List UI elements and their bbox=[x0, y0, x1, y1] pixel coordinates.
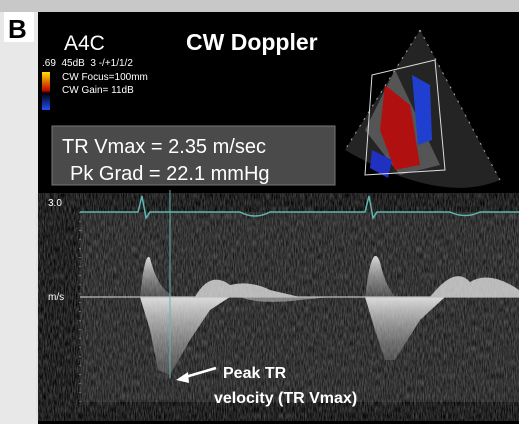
settings-line: CW Focus=100mm bbox=[62, 72, 148, 83]
scale-top: 3.0 bbox=[48, 198, 62, 209]
view-label: A4C bbox=[64, 32, 105, 55]
doppler-spectrum bbox=[80, 212, 519, 402]
ultrasound-figure: B A4C CW Doppler .69 45dB 3 -/+1/1/2 CW … bbox=[0, 0, 519, 424]
scale-unit: m/s bbox=[48, 292, 64, 303]
settings-line: .69 45dB 3 -/+1/1/2 bbox=[42, 58, 133, 69]
measurement: Pk Grad = 22.1 mmHg bbox=[70, 163, 270, 185]
color-bar bbox=[42, 72, 50, 110]
measurement: TR Vmax = 2.35 m/sec bbox=[62, 136, 266, 158]
annotation: Peak TR bbox=[223, 365, 287, 382]
annotation: velocity (TR Vmax) bbox=[214, 390, 357, 407]
settings-line: CW Gain= 11dB bbox=[62, 85, 134, 96]
panel-label: B bbox=[8, 14, 27, 44]
top-strip bbox=[0, 0, 519, 12]
mode-label: CW Doppler bbox=[186, 29, 318, 55]
left-margin bbox=[0, 12, 38, 424]
